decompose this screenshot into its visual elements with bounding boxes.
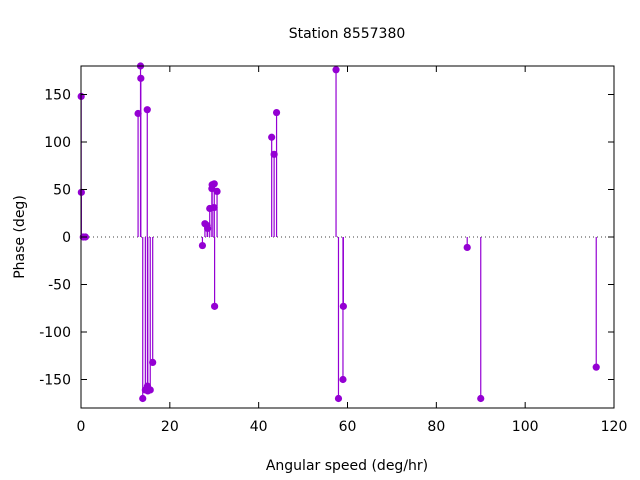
data-point [210,180,218,188]
x-tick-label: 120 [601,419,628,435]
y-tick-label: 0 [62,230,71,246]
y-tick-label: 100 [44,135,71,151]
data-point [143,106,151,114]
y-axis-label: Phase (deg) [12,195,28,279]
data-point [146,386,154,394]
data-point [198,241,207,250]
data-point [139,394,147,403]
x-tick-label: 60 [339,419,357,435]
x-tick-label: 40 [250,419,268,435]
y-tick-label: -50 [48,278,71,294]
data-point [272,108,281,117]
x-tick-label: 80 [427,419,445,435]
y-tick-label: -150 [39,373,71,389]
data-point [339,375,347,384]
data-point [213,187,221,195]
data-point [270,150,278,158]
data-point [268,133,276,141]
chart-title: Station 8557380 [289,26,406,42]
data-point [332,66,340,74]
data-point [339,302,347,310]
plot-frame [80,65,615,409]
x-tick-label: 20 [161,419,179,435]
x-tick-label: 100 [512,419,539,435]
data-point [334,394,343,403]
data-point [134,109,142,118]
data-point [463,243,471,252]
x-tick-label: 0 [77,419,86,435]
y-tick-label: 150 [44,88,71,104]
y-tick-label: 50 [53,183,71,199]
data-point [592,363,600,371]
data-point [477,394,485,403]
data-point [211,302,219,310]
data-point [204,224,212,233]
x-axis-label: Angular speed (deg/hr) [266,458,428,474]
data-point [149,358,157,366]
data-point [137,74,145,82]
data-point [210,203,218,212]
y-tick-label: -100 [39,325,71,341]
